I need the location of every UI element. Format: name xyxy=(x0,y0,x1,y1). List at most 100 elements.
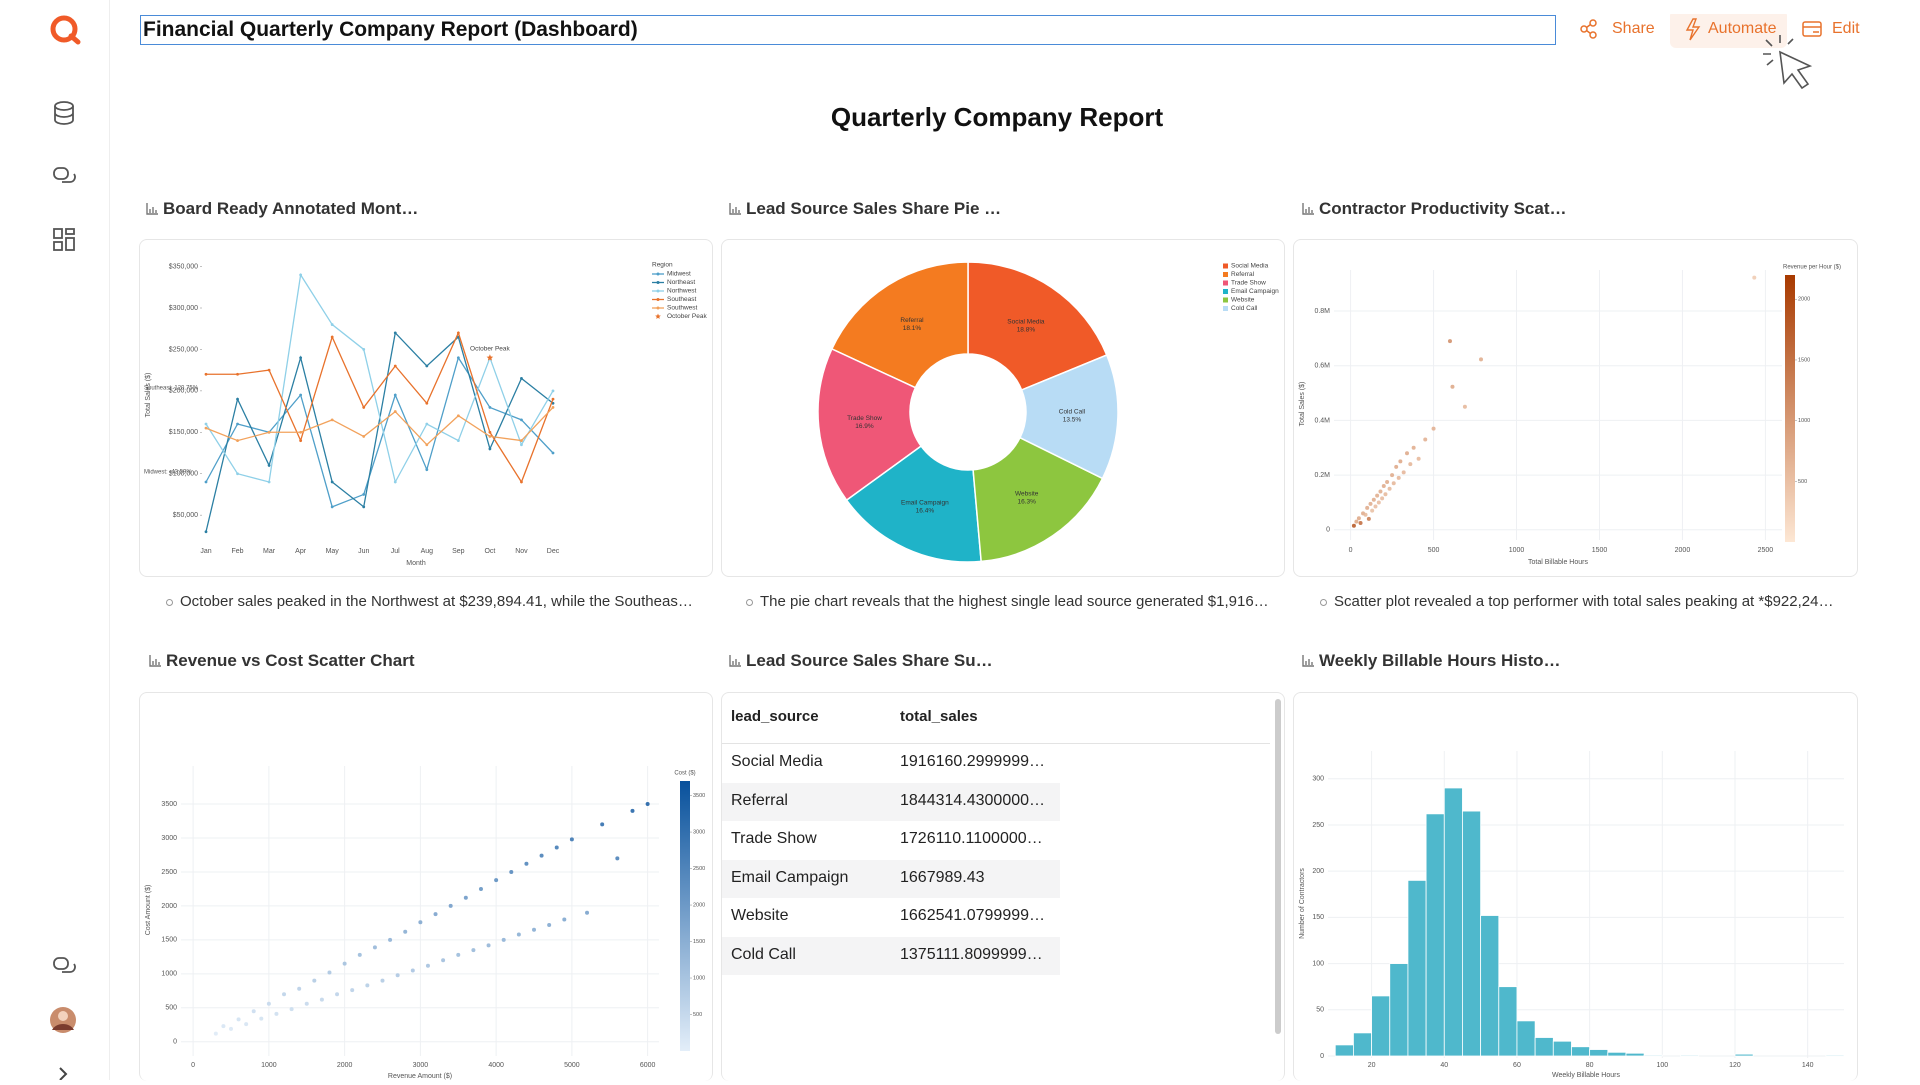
line-point xyxy=(299,439,303,442)
legend-swatch xyxy=(1223,297,1228,303)
x-tick-label: 1500 xyxy=(1592,547,1608,554)
histogram-bar xyxy=(1389,963,1409,1057)
x-tick-label: 2000 xyxy=(337,1062,353,1069)
automate-button[interactable]: Automate xyxy=(1708,20,1777,37)
chart-icon xyxy=(146,203,158,215)
scatter-point xyxy=(645,802,650,807)
scatter-point xyxy=(1447,339,1452,344)
y-tick-label: 50 xyxy=(1316,1007,1324,1014)
line-point xyxy=(204,530,208,534)
chart-card: 0 50 100 150 200 250 300 20 40 60 80 100 120 140 Weekl… xyxy=(1293,692,1858,1081)
chart-icon xyxy=(1302,203,1314,215)
y-tick-label: 0.2M xyxy=(1314,472,1330,479)
x-tick-label: 0 xyxy=(191,1062,195,1069)
x-tick-label: Jul xyxy=(391,548,400,555)
scatter-point xyxy=(600,822,605,827)
colorbar-tick-label: 500 xyxy=(1798,479,1807,485)
scatter-point xyxy=(266,1001,271,1006)
y-tick-label: 2000 xyxy=(161,903,177,910)
scatter-point xyxy=(425,963,430,968)
line-point xyxy=(330,480,334,484)
scatter-point xyxy=(1394,464,1399,469)
database-icon[interactable] xyxy=(54,101,74,125)
dashboard-icon[interactable] xyxy=(53,228,75,251)
scatter-point xyxy=(1398,459,1403,464)
scatter-point xyxy=(1368,501,1373,506)
legend-label: Southeast xyxy=(667,296,696,303)
scrollbar[interactable] xyxy=(1275,699,1281,1034)
widget-icon xyxy=(729,203,741,215)
y-tick-label: 0.6M xyxy=(1314,363,1330,370)
histogram: 0 50 100 150 200 250 300 20 40 60 80 100 120 140 Weekl… xyxy=(1299,751,1845,1079)
legend-label: Email Campaign xyxy=(1231,288,1279,295)
line-point xyxy=(456,439,460,442)
legend-marker xyxy=(656,298,660,301)
x-axis-label: Total Billable Hours xyxy=(1528,559,1588,566)
line-series xyxy=(205,356,554,508)
slice-label: Website xyxy=(1015,491,1039,498)
scatter-point xyxy=(228,1026,233,1031)
colorbar-tick-label: 3500 xyxy=(693,793,705,799)
x-tick-label: 1000 xyxy=(261,1062,277,1069)
scatter-point xyxy=(463,895,468,900)
histogram-bar xyxy=(1516,1020,1536,1057)
scatter-point xyxy=(562,917,567,922)
histogram-bar xyxy=(1625,1052,1645,1057)
colorbar-tick-label: 1000 xyxy=(693,975,705,981)
expand-chevron[interactable] xyxy=(59,1067,68,1081)
scatter-point xyxy=(259,1016,264,1021)
chat-icon[interactable] xyxy=(53,167,76,183)
line-point xyxy=(488,406,492,409)
line-point xyxy=(393,410,397,413)
avatar[interactable] xyxy=(50,1007,76,1033)
scatter-point xyxy=(1363,512,1368,517)
chat-icon[interactable] xyxy=(53,957,76,973)
table-cell: 1667989.43 xyxy=(900,868,985,886)
line-point xyxy=(425,422,429,426)
x-tick-label: 100 xyxy=(1656,1062,1668,1069)
y-axis-label: Cost Amount ($) xyxy=(145,885,152,936)
share-button[interactable]: Share xyxy=(1612,20,1655,37)
x-tick-label: 5000 xyxy=(564,1062,580,1069)
colorbar-tick-label: 1500 xyxy=(1798,357,1810,363)
colorbar-tick-label: 500 xyxy=(693,1012,702,1018)
scatter-point xyxy=(1381,484,1386,489)
scatter-point xyxy=(395,973,400,978)
histogram-bar xyxy=(1643,1054,1663,1057)
histogram-bar xyxy=(1371,995,1391,1057)
x-tick-label: Apr xyxy=(295,548,307,555)
line-point xyxy=(393,480,397,484)
side-note: Southeast: 120.75% xyxy=(144,386,199,392)
table-cell: Website xyxy=(731,907,789,924)
line-point xyxy=(204,426,208,430)
pie-slice xyxy=(817,347,923,502)
line-point xyxy=(520,443,523,447)
automate-highlight xyxy=(1670,14,1787,48)
y-tick-label: 0 xyxy=(1320,1053,1324,1060)
y-tick-label: 100 xyxy=(1312,960,1324,967)
line-point xyxy=(236,439,239,442)
scatter-point xyxy=(221,1024,226,1029)
x-tick-label: 6000 xyxy=(640,1062,656,1069)
line-point xyxy=(236,397,239,401)
chart-icon xyxy=(149,655,161,667)
line-point xyxy=(520,418,523,422)
legend-swatch xyxy=(1223,306,1228,311)
logo[interactable] xyxy=(50,15,81,45)
edit-button[interactable]: Edit xyxy=(1832,20,1860,37)
line-point xyxy=(520,377,523,380)
scatter-point xyxy=(1396,475,1401,480)
scatter-point xyxy=(1479,357,1484,362)
y-tick-label: $300,000 xyxy=(169,305,198,312)
x-tick-label: 60 xyxy=(1513,1062,1521,1069)
table-cell: 1375111.8099999… xyxy=(900,945,1043,963)
sidebar-icons xyxy=(50,15,81,1081)
line-point xyxy=(362,348,366,351)
line-point xyxy=(330,418,334,422)
scatter-point xyxy=(357,952,362,957)
slice-value: 16.9% xyxy=(855,423,874,430)
legend-marker xyxy=(656,289,660,293)
dashboard-title[interactable]: Financial Quarterly Company Report (Dash… xyxy=(140,15,1556,45)
scatter-point xyxy=(282,992,287,997)
slice-label: Cold Call xyxy=(1059,408,1086,415)
